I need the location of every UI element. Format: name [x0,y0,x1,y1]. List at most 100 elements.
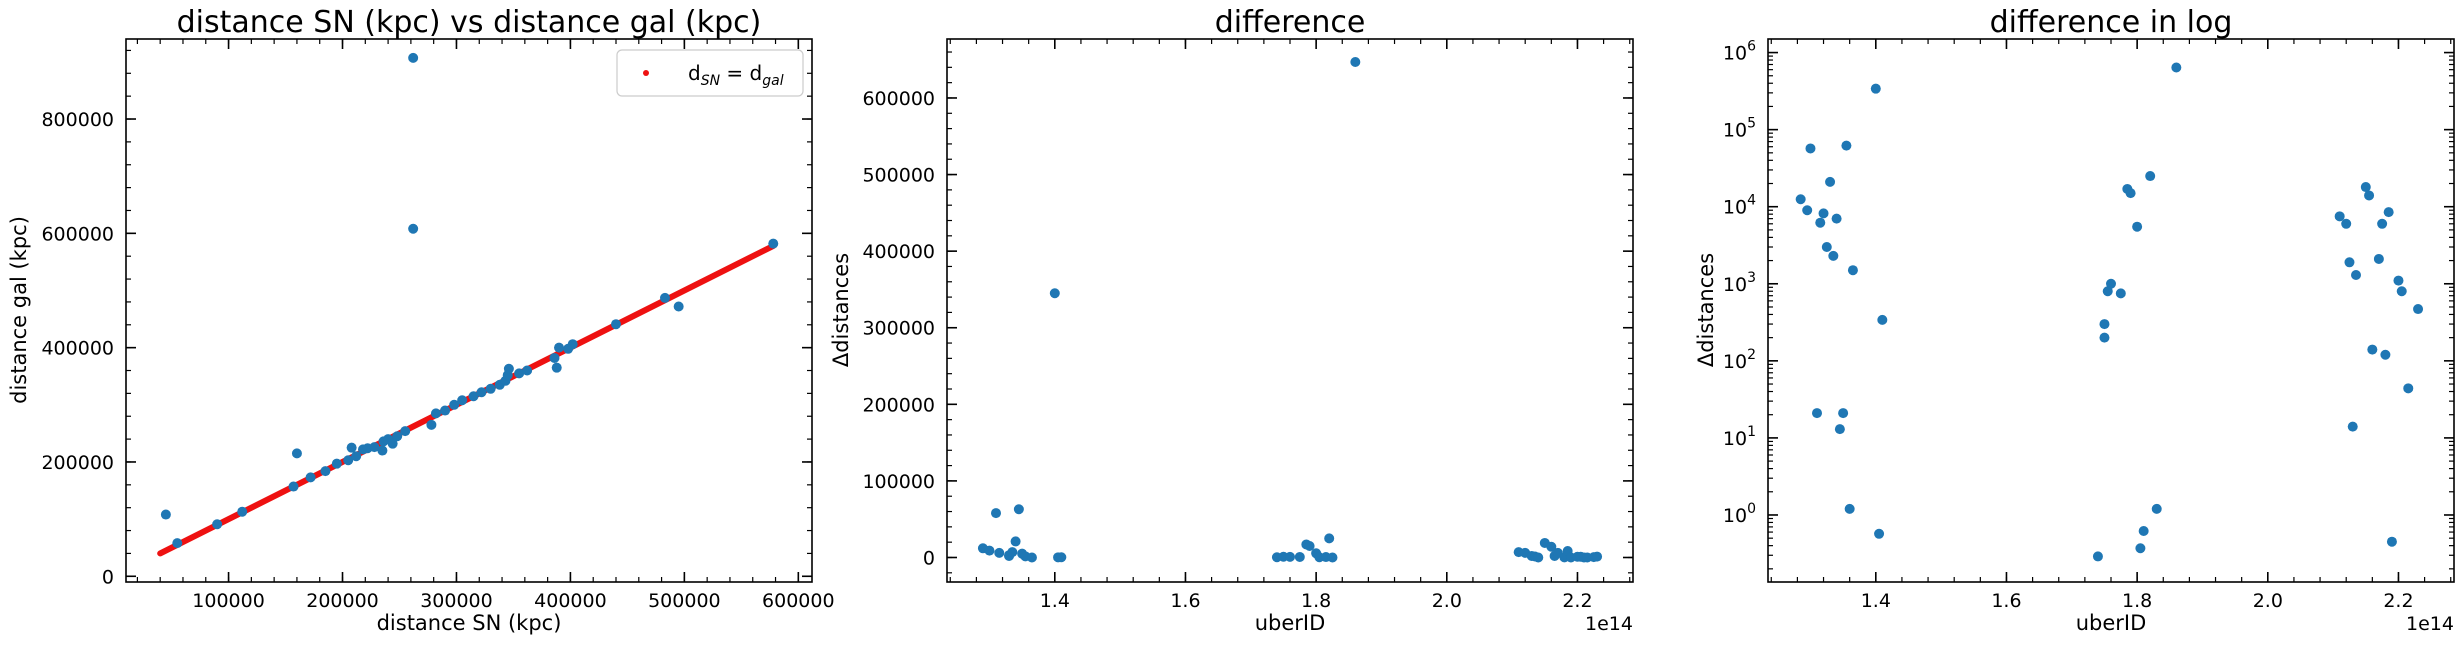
y-tick-label: 105 [1723,116,1756,142]
legend-label: dSN = dgal [688,61,784,89]
data-point [343,455,354,466]
chart1-xticks: 100000 200000 300000 400000 500000 600000 [136,39,835,612]
legend-eq: = d [720,61,762,85]
data-point [1812,408,1822,419]
data-point [2367,344,2378,355]
x-tick-label: 500000 [648,590,721,612]
data-point [2380,349,2391,360]
data-point [1847,265,1858,276]
x-tick-label: 2.2 [1562,590,1592,612]
data-point [2092,551,2103,562]
data-point [1592,551,1603,562]
chart-panel-2: difference 1.4 1.6 1.8 2.0 2.2 0 100000 200000… [829,5,1634,635]
x-tick-label: 2.0 [1432,590,1462,612]
chart1-plot-area [157,52,779,557]
data-point [1844,503,1855,514]
data-point [476,387,487,398]
data-point [1533,552,1544,563]
data-point [567,339,578,350]
data-point [1795,194,1806,205]
data-point [2334,211,2345,222]
y-tick-label: 103 [1723,270,1756,296]
data-point [1294,551,1305,562]
data-point [320,466,331,477]
y-tick-label: 100000 [862,471,935,493]
y-tick-label: 600000 [862,88,935,110]
data-point [2099,319,2110,330]
data-point [1350,56,1361,67]
data-point [522,365,533,376]
y-tick-label: 0 [923,547,935,569]
data-point [1056,552,1067,563]
x-tick-label: 300000 [420,590,493,612]
x-tick-label: 200000 [306,590,379,612]
data-point [2151,503,2162,514]
chart2-axes-frame [946,38,1634,583]
chart3-yticks: 100 101 102 103 104 105 106 [1723,39,2454,570]
data-point [346,442,357,453]
chart1-title: distance SN (kpc) vs distance gal (kpc) [177,5,762,40]
data-point [305,472,316,483]
data-point [2360,182,2371,193]
data-point [2106,278,2116,289]
data-point [408,52,419,63]
y-tick-label: 500000 [862,165,935,187]
legend-sub-gal: gal [762,73,783,89]
y-tick-label: 100 [1723,501,1756,527]
data-point [551,362,562,373]
data-point [2377,218,2388,229]
y-tick-label: 200000 [41,452,114,474]
y-tick-label: 101 [1723,424,1756,450]
data-point [2115,288,2126,299]
data-point [1874,528,1885,539]
chart2-xlabel: uberID [1255,611,1326,635]
data-point [408,223,419,234]
data-point [2351,269,2361,280]
data-point [2138,525,2149,536]
data-point [2396,286,2407,297]
x-tick-label: 400000 [534,590,607,612]
data-point [1831,213,1842,224]
data-point [457,395,468,406]
chart-panel-1: distance SN (kpc) vs distance gal (kpc) … [7,5,835,635]
data-point [991,508,1001,519]
data-point [2145,171,2156,182]
y-tick-label: 106 [1723,39,1756,65]
data-point [1010,536,1021,547]
data-point [387,438,398,449]
data-point [1841,140,1852,151]
data-point [377,445,388,456]
chart2-x-offset: 1e14 [1585,613,1633,635]
data-point [2373,253,2384,264]
data-point [503,363,514,374]
data-point [485,383,496,394]
data-point [1825,176,1836,187]
chart3-title: difference in log [1990,5,2233,40]
data-point [1828,250,1839,261]
data-point [673,301,684,312]
data-point [660,292,670,303]
data-point [768,238,779,249]
data-point [1285,551,1295,562]
data-point [1821,242,1832,252]
data-point [2403,383,2414,394]
data-point [2125,188,2136,199]
x-tick-label: 100000 [192,590,265,612]
y-tick-label: 102 [1723,347,1756,373]
data-point [2383,207,2394,218]
legend-marker [643,70,649,76]
x-tick-label: 2.2 [2383,590,2413,612]
x-tick-label: 1.6 [1991,590,2021,612]
data-point [1049,288,1060,299]
data-point [1802,205,1813,216]
data-point [369,442,380,453]
x-tick-label: 600000 [762,590,835,612]
chart3-axes-frame [1767,38,2455,583]
chart2-title: difference [1215,5,1366,40]
x-tick-label: 1.4 [1040,590,1070,612]
data-point [1805,143,1816,154]
data-point [2102,286,2113,297]
x-tick-label: 1.8 [2122,590,2152,612]
y-tick-label: 400000 [862,241,935,263]
data-point [1815,217,1826,228]
